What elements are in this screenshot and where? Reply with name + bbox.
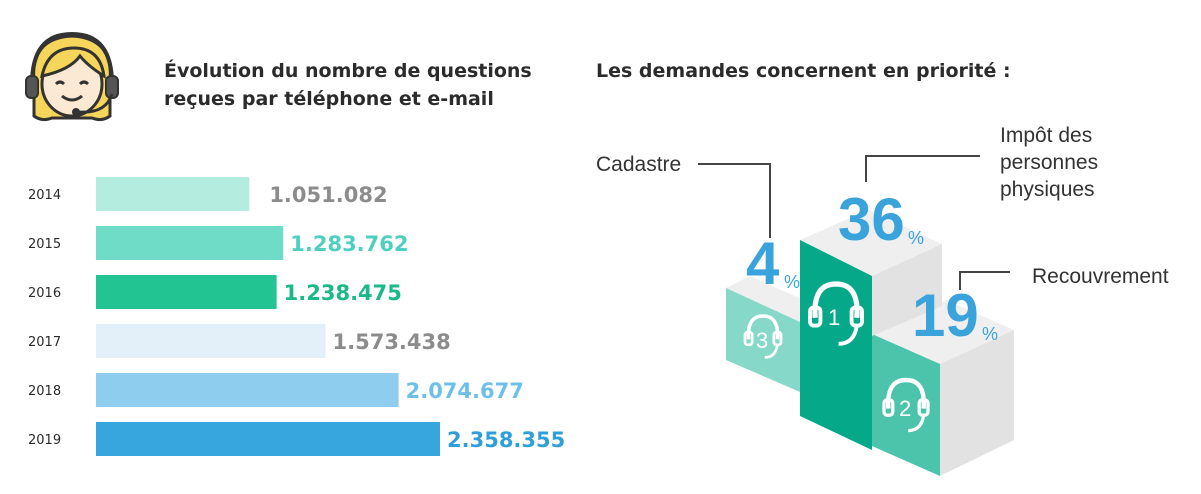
bar-2019	[96, 422, 440, 456]
call-center-agent-icon	[22, 30, 122, 134]
right-chart-title: Les demandes concernent en priorité :	[596, 60, 1011, 82]
bar-2014	[96, 177, 250, 211]
bar-value-label: 1.238.475	[284, 281, 402, 305]
bar-value-label: 2.074.677	[406, 379, 524, 403]
rank-3-label: 3	[756, 328, 768, 353]
bar-value-label: 2.358.355	[447, 428, 565, 452]
bar-2016	[96, 275, 277, 309]
rank-1-label: 1	[828, 305, 840, 330]
podium-front-rank3	[726, 288, 800, 392]
bar-2015	[96, 226, 284, 260]
bar-value-label: 1.051.082	[269, 183, 387, 207]
leader-line-impot	[865, 155, 980, 182]
year-label: 2016	[28, 286, 61, 301]
category-label-recouvrement: Recouvrement	[1032, 265, 1169, 288]
bar-chart: 2014 1.051.082 2015 1.283.762 2016 1.238.475 2…	[28, 177, 565, 456]
leader-line-cadastre	[698, 163, 771, 238]
bar-2017	[96, 324, 326, 358]
percent-rank2: 19	[912, 282, 979, 349]
left-chart-title: Évolution du nombre de questions reçues …	[164, 57, 532, 113]
bar-value-label: 1.283.762	[290, 232, 408, 256]
year-label: 2015	[28, 237, 61, 252]
percent-rank1: 36	[838, 186, 905, 253]
year-label: 2014	[28, 188, 61, 203]
podium-top-rank2	[872, 300, 1014, 364]
podium-side-rank1	[872, 244, 942, 336]
percent-sign-rank1: %	[908, 228, 924, 248]
left-title-line2: reçues par téléphone et e-mail	[164, 88, 494, 110]
category-label-impot-line2: personnes	[1000, 151, 1098, 174]
category-label-impot-line3: physiques	[1000, 178, 1095, 201]
percent-sign-rank3: %	[784, 272, 800, 292]
rank-2-label: 2	[899, 396, 911, 421]
category-label-cadastre: Cadastre	[596, 153, 681, 176]
leader-line-recouvrement	[959, 271, 1010, 290]
left-title-line1: Évolution du nombre de questions	[164, 60, 532, 82]
percent-sign-rank2: %	[982, 324, 998, 344]
bar-value-label: 1.573.438	[333, 330, 451, 354]
year-label: 2017	[28, 335, 61, 350]
podium-front-rank2	[872, 334, 940, 476]
bar-2018	[96, 373, 399, 407]
year-label: 2018	[28, 384, 61, 399]
podium-side-rank2	[940, 330, 1014, 476]
podium-top-rank1	[800, 210, 942, 276]
category-label-impot-line1: Impôt des	[1000, 124, 1092, 147]
podium-front-rank1	[800, 240, 872, 450]
year-label: 2019	[28, 433, 61, 448]
percent-rank3: 4	[746, 230, 780, 297]
podium-chart: 3 1 2 4 % 36 % 19 % Cadastre Impôt des p…	[596, 124, 1169, 476]
